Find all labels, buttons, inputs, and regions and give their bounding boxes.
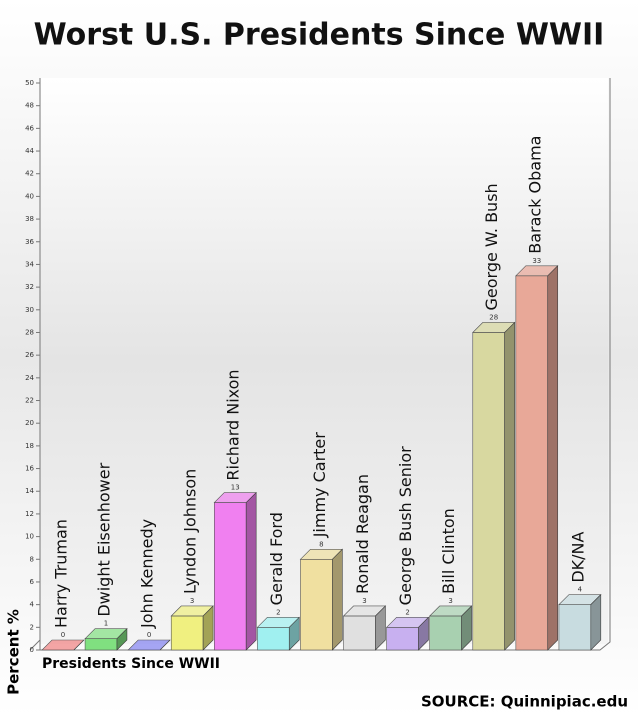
floor-edge bbox=[29, 639, 41, 651]
bar-front bbox=[257, 627, 290, 651]
bar-side bbox=[116, 627, 128, 651]
bar-front bbox=[558, 604, 592, 651]
y-tick-label: 32 bbox=[25, 283, 34, 291]
value-label: 33 bbox=[532, 257, 541, 265]
category-label: Lyndon Johnson bbox=[181, 469, 200, 594]
y-tick-label: 24 bbox=[25, 374, 34, 382]
bar-side bbox=[288, 616, 300, 651]
bar-side-shade bbox=[289, 617, 300, 650]
bar-side-shade bbox=[116, 628, 127, 650]
y-tick-label: 30 bbox=[25, 306, 34, 314]
bar-side bbox=[418, 616, 429, 651]
y-tick-label: 10 bbox=[25, 533, 34, 541]
y-tick-label: 28 bbox=[25, 328, 34, 336]
category-label: Jimmy Carter bbox=[310, 432, 329, 539]
bar-side bbox=[159, 639, 171, 651]
y-tick-label: 42 bbox=[25, 170, 34, 178]
category-label: George W. Bush bbox=[482, 183, 501, 310]
value-label: 3 bbox=[190, 597, 194, 605]
bar-side bbox=[461, 605, 472, 651]
y-tick-label: 18 bbox=[25, 442, 34, 450]
y-tick-label: 22 bbox=[25, 397, 34, 405]
bar-front bbox=[300, 558, 333, 651]
y-tick-label: 38 bbox=[25, 215, 34, 223]
bar-side bbox=[375, 605, 386, 651]
y-tick-label: 46 bbox=[25, 124, 34, 132]
bar-front bbox=[170, 615, 204, 651]
bar-side-shade bbox=[246, 492, 257, 650]
category-label: George Bush Senior bbox=[396, 446, 415, 605]
y-tick-label: 34 bbox=[25, 260, 34, 268]
bar-side bbox=[332, 548, 343, 651]
value-label: 1 bbox=[104, 620, 108, 628]
value-label: 4 bbox=[578, 586, 583, 594]
value-label: 28 bbox=[489, 313, 498, 321]
category-label: Barack Obama bbox=[525, 136, 544, 254]
y-tick-label: 16 bbox=[25, 465, 34, 473]
category-label: Harry Truman bbox=[51, 519, 70, 628]
value-label: 13 bbox=[231, 484, 240, 492]
bar-side-shade bbox=[375, 605, 386, 650]
y-tick-label: 0 bbox=[30, 646, 34, 654]
bar-side-shade bbox=[590, 594, 601, 650]
value-label: 2 bbox=[276, 608, 280, 616]
bar-front bbox=[343, 615, 376, 651]
y-tick-label: 8 bbox=[30, 555, 34, 563]
bar-side bbox=[547, 265, 559, 651]
chart-title: Worst U.S. Presidents Since WWII bbox=[34, 18, 605, 53]
y-tick-label: 14 bbox=[25, 487, 34, 495]
bar-side-shade bbox=[461, 605, 472, 650]
y-tick-label: 26 bbox=[25, 351, 34, 359]
y-tick-label: 12 bbox=[25, 510, 34, 518]
category-label: John Kennedy bbox=[138, 519, 157, 629]
x-axis-label: Presidents Since WWII bbox=[42, 656, 220, 672]
source: SOURCE: Quinnipiac.edu bbox=[421, 693, 628, 711]
category-label: Ronald Reagan bbox=[353, 474, 372, 594]
value-label: 0 bbox=[61, 631, 65, 639]
bar-side-shade bbox=[332, 549, 343, 650]
category-label: Gerald Ford bbox=[267, 512, 286, 605]
bar-front bbox=[386, 627, 419, 651]
bar-front bbox=[84, 638, 118, 651]
value-label: 8 bbox=[319, 540, 323, 548]
bar-side bbox=[504, 321, 515, 651]
bar-side-shade bbox=[203, 605, 214, 650]
y-tick-label: 44 bbox=[25, 147, 34, 155]
value-label: 2 bbox=[405, 608, 409, 616]
value-label: 3 bbox=[448, 597, 452, 605]
y-tick-label: 4 bbox=[30, 601, 35, 609]
axis-frame bbox=[39, 78, 611, 651]
y-tick-label: 20 bbox=[25, 419, 34, 427]
y-tick-label: 50 bbox=[25, 79, 34, 87]
value-label: 0 bbox=[147, 631, 151, 639]
bar-front bbox=[214, 502, 247, 651]
bar-side-shade bbox=[504, 322, 515, 650]
y-axis-label: Percent % bbox=[5, 609, 23, 695]
bar-front bbox=[472, 332, 505, 651]
bar-side bbox=[245, 491, 257, 651]
category-label: Richard Nixon bbox=[224, 369, 243, 480]
value-label: 3 bbox=[362, 597, 366, 605]
bar-side bbox=[73, 639, 85, 651]
y-tick-label: 40 bbox=[25, 192, 34, 200]
category-label: Bill Clinton bbox=[439, 508, 458, 594]
bar-side bbox=[590, 593, 602, 651]
bar-side bbox=[202, 605, 214, 651]
bar-side-shade bbox=[547, 265, 558, 650]
y-tick-label: 48 bbox=[25, 102, 34, 110]
bar-front bbox=[515, 275, 549, 651]
y-tick-label: 2 bbox=[30, 623, 34, 631]
y-tick-label: 6 bbox=[30, 578, 35, 586]
y-tick-label: 36 bbox=[25, 238, 34, 246]
bar-side-shade bbox=[418, 617, 429, 650]
category-label: Dwight Eisenhower bbox=[95, 462, 114, 616]
bar-front bbox=[429, 615, 462, 651]
category-label: DK/NA bbox=[568, 531, 587, 582]
